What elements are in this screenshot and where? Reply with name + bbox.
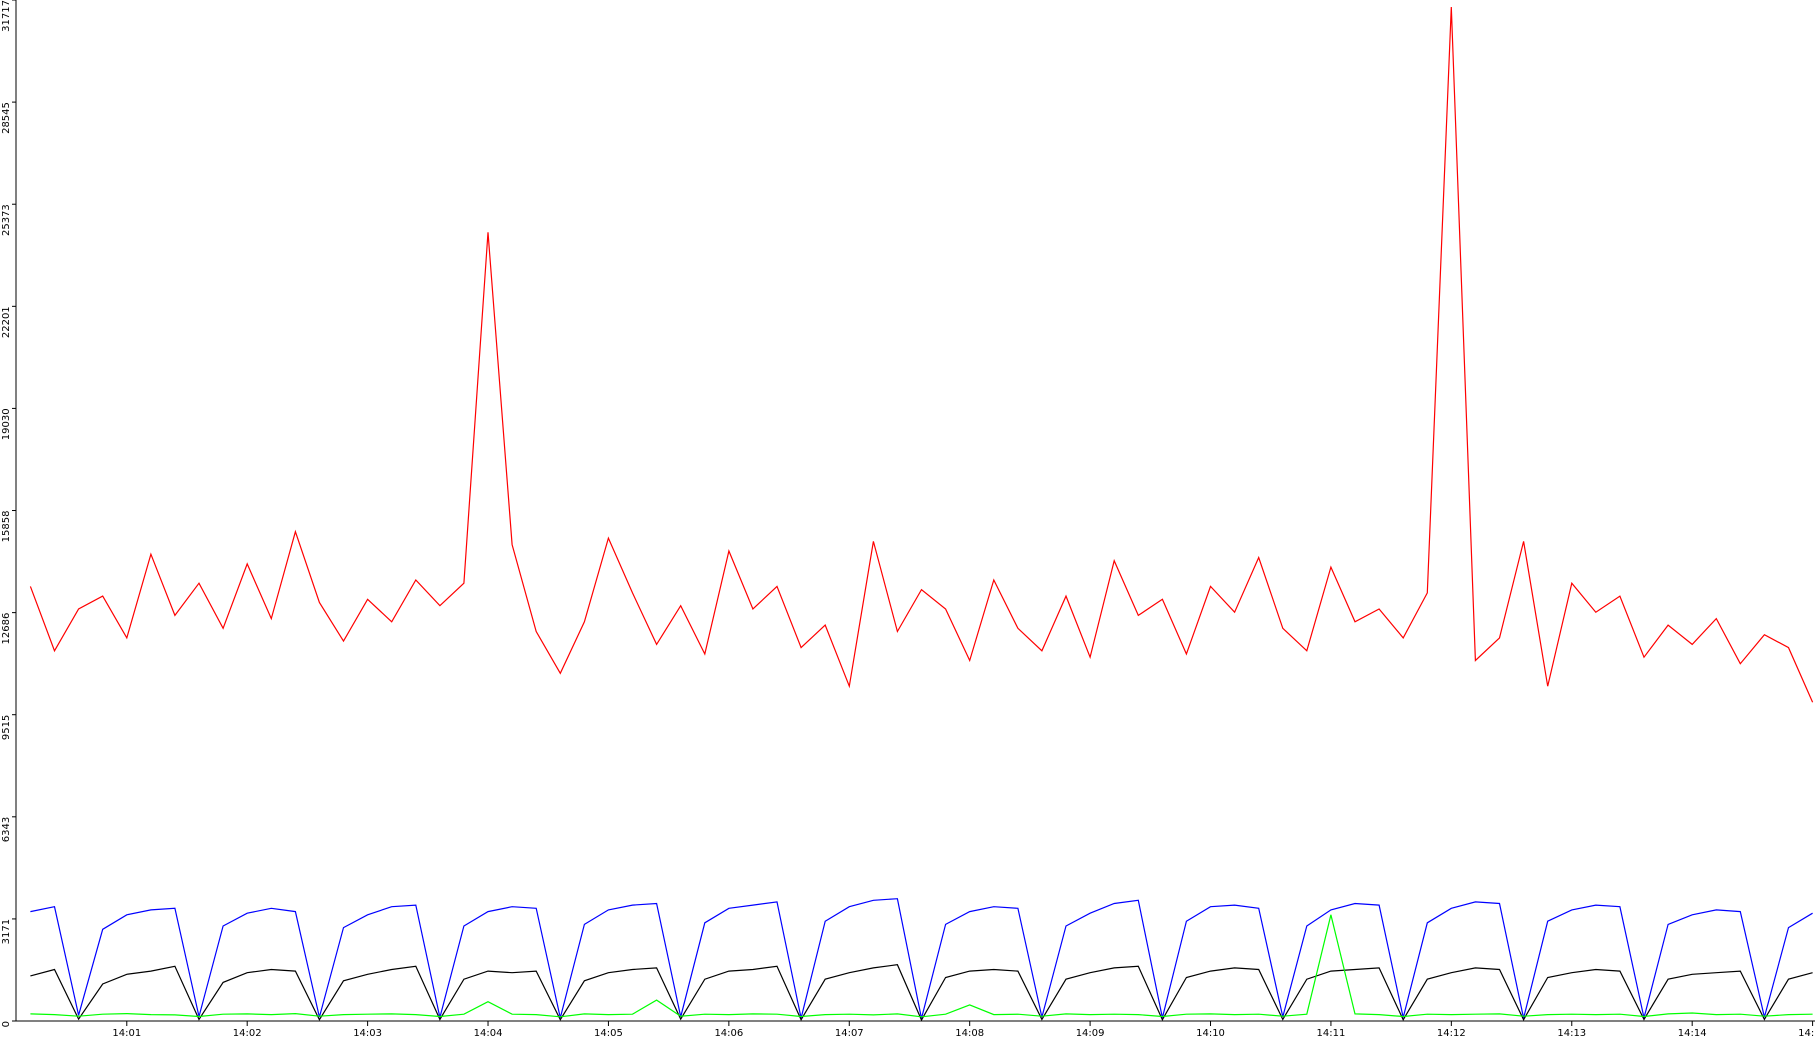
x-tick-label: 14:10 (1196, 1028, 1225, 1039)
y-tick-label: 19030 (1, 408, 12, 440)
y-tick-label: 31717 (1, 0, 12, 32)
y-tick-label: 6343 (1, 817, 12, 842)
y-tick-label: 9515 (1, 715, 12, 740)
y-tick-label: 25373 (1, 204, 12, 236)
series-line (30, 914, 1813, 1018)
x-tick-label: 14:08 (955, 1028, 984, 1039)
x-tick-label: 14:03 (353, 1028, 382, 1039)
x-tick-label: 14:14 (1678, 1028, 1707, 1039)
x-tick-label: 14:15 (1798, 1028, 1815, 1039)
series-line (29, 6, 1814, 703)
series-line (30, 898, 1813, 1019)
x-tick-label: 14:05 (594, 1028, 623, 1039)
x-tick-label: 14:12 (1437, 1028, 1466, 1039)
y-tick-label: 22201 (1, 306, 12, 338)
x-tick-label: 14:13 (1557, 1028, 1586, 1039)
x-tick-label: 14:01 (112, 1028, 141, 1039)
series-line (30, 964, 1813, 1022)
x-tick-label: 14:06 (714, 1028, 743, 1039)
y-tick-label: 15858 (1, 511, 12, 543)
x-tick-label: 14:07 (835, 1028, 864, 1039)
y-tick-label: 12686 (1, 613, 12, 645)
y-tick-label: 0 (1, 1021, 12, 1027)
x-tick-label: 14:09 (1076, 1028, 1105, 1039)
x-tick-label: 14:04 (474, 1028, 503, 1039)
y-tick-label: 28545 (1, 102, 12, 134)
x-tick-label: 14:02 (233, 1028, 262, 1039)
y-tick-label: 3171 (1, 919, 12, 944)
x-tick-label: 14:11 (1317, 1028, 1346, 1039)
